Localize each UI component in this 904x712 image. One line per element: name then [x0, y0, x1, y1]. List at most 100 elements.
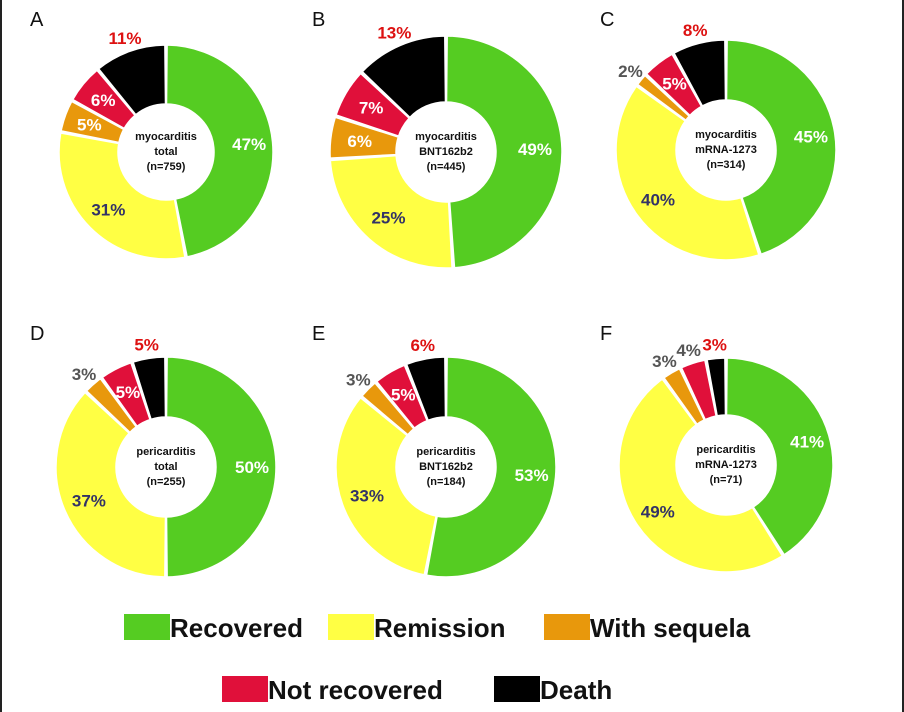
slice-not-recovered: [680, 359, 718, 421]
panel-letter: C: [600, 9, 614, 31]
slice-label-with-sequela: 5%: [77, 115, 102, 134]
slice-remission: [329, 154, 453, 269]
center-label-line: myocarditis: [695, 129, 757, 141]
center-label-line: (n=314): [707, 159, 746, 171]
slice-remission: [615, 85, 760, 261]
slice-label-recovered: 45%: [794, 128, 828, 147]
slice-label-recovered: 50%: [235, 458, 269, 477]
left-border: [0, 0, 2, 712]
slice-recovered: [445, 35, 563, 269]
slice-label-with-sequela: 3%: [72, 365, 97, 384]
center-label-line: pericarditis: [416, 446, 475, 458]
center-label-line: pericarditis: [136, 446, 195, 458]
chart-panel-e: E 53% 33% 3% 5% 6% pericarditis BNT162b2 (n=184): [312, 323, 557, 578]
center-label-line: (n=184): [427, 476, 466, 488]
chart-panel-a: A 47% 31% 5% 6% 11% myocarditis total (n=759): [30, 9, 274, 260]
slice-label-death: 6%: [410, 336, 435, 355]
slice-not-recovered: [101, 361, 152, 428]
slice-label-recovered: 53%: [515, 466, 549, 485]
slice-recovered: [165, 356, 277, 578]
slice-remission: [58, 132, 186, 260]
center-label-line: BNT162b2: [419, 461, 473, 473]
slice-label-recovered: 47%: [232, 135, 266, 154]
slice-remission: [335, 396, 438, 576]
slice-label-remission: 25%: [371, 208, 405, 227]
slice-label-not-recovered: 5%: [116, 383, 141, 402]
center-label-line: (n=759): [147, 161, 186, 173]
center-label-line: myocarditis: [135, 131, 197, 143]
center-label-line: (n=255): [147, 476, 186, 488]
slice-label-not-recovered: 5%: [391, 386, 416, 405]
slice-with-sequela: [636, 74, 691, 122]
slice-label-death: 13%: [377, 24, 411, 43]
legend-label-recovered: Recovered: [170, 613, 303, 643]
slice-not-recovered: [71, 69, 137, 130]
slice-death: [673, 39, 727, 107]
legend-label-with-sequela: With sequela: [590, 613, 751, 643]
center-label-line: BNT162b2: [419, 146, 473, 158]
slice-recovered: [725, 39, 837, 256]
slice-recovered: [725, 357, 834, 556]
slice-death: [132, 356, 167, 421]
slice-with-sequela: [329, 116, 400, 159]
slice-label-death: 3%: [702, 336, 727, 355]
panel-letter: A: [30, 9, 44, 31]
slice-label-not-recovered: 7%: [359, 99, 384, 118]
slice-label-not-recovered: 6%: [91, 91, 116, 110]
chart-panel-b: B 49% 25% 6% 7% 13% myocarditis BNT162b2 (n=445): [312, 9, 563, 269]
slice-not-recovered: [335, 72, 411, 138]
slice-label-recovered: 41%: [790, 432, 824, 451]
slice-label-with-sequela: 3%: [652, 352, 677, 371]
slice-label-remission: 40%: [641, 190, 675, 209]
slice-death: [706, 357, 727, 417]
slice-label-remission: 33%: [350, 486, 384, 505]
chart-panel-f: F 41% 49% 3%4% 3% pericarditis mRNA-1273 (n=71): [600, 323, 834, 573]
slice-label-death: 11%: [108, 29, 141, 48]
center-label-line: (n=445): [427, 161, 466, 173]
slice-recovered: [165, 44, 274, 258]
slice-not-recovered: [375, 364, 429, 430]
slice-label-with-sequela: 6%: [347, 132, 372, 151]
center-label-line: (n=71): [710, 474, 743, 486]
legend-swatch-death: [494, 676, 540, 702]
slice-label-death: 5%: [134, 336, 159, 355]
slice-not-recovered: [645, 53, 703, 117]
slice-death: [97, 44, 167, 116]
center-label-line: mRNA-1273: [695, 144, 757, 156]
panel-letter: F: [600, 323, 612, 345]
slice-death: [405, 356, 447, 422]
slice-death: [361, 35, 447, 119]
legend-swatch-remission: [328, 614, 374, 640]
center-label-line: myocarditis: [415, 131, 477, 143]
slice-label-not-recovered: 4%: [676, 341, 701, 360]
center-label-line: total: [154, 461, 177, 473]
legend: Recovered Remission With sequela Not recove…: [124, 613, 751, 705]
slice-label-death: 8%: [683, 21, 708, 40]
slice-label-remission: 49%: [641, 502, 675, 521]
panel-letter: D: [30, 323, 44, 345]
legend-swatch-not-recovered: [222, 676, 268, 702]
slice-with-sequela: [60, 100, 125, 144]
chart-panel-c: C 45% 40% 2% 5% 8% myocarditis mRNA-1273 (n=314): [600, 9, 837, 261]
center-label-line: mRNA-1273: [695, 459, 757, 471]
center-label-line: pericarditis: [696, 444, 755, 456]
slice-recovered: [425, 356, 557, 578]
right-border: [902, 0, 904, 712]
slice-with-sequela: [360, 381, 415, 436]
slice-with-sequela: [85, 377, 138, 434]
legend-swatch-with-sequela: [544, 614, 590, 640]
legend-label-remission: Remission: [374, 613, 506, 643]
slice-with-sequela: [662, 367, 706, 426]
panel-letter: B: [312, 9, 325, 31]
slice-label-remission: 37%: [72, 491, 106, 510]
slice-label-not-recovered: 5%: [662, 75, 687, 94]
chart-panel-d: D 50% 37% 3% 5% 5% pericarditis total (n=255): [30, 323, 277, 578]
legend-swatch-recovered: [124, 614, 170, 640]
center-label-line: total: [154, 146, 177, 158]
panel-letter: E: [312, 323, 325, 345]
legend-label-not-recovered: Not recovered: [268, 675, 443, 705]
slice-label-with-sequela: 3%: [346, 370, 371, 389]
legend-label-death: Death: [540, 675, 612, 705]
